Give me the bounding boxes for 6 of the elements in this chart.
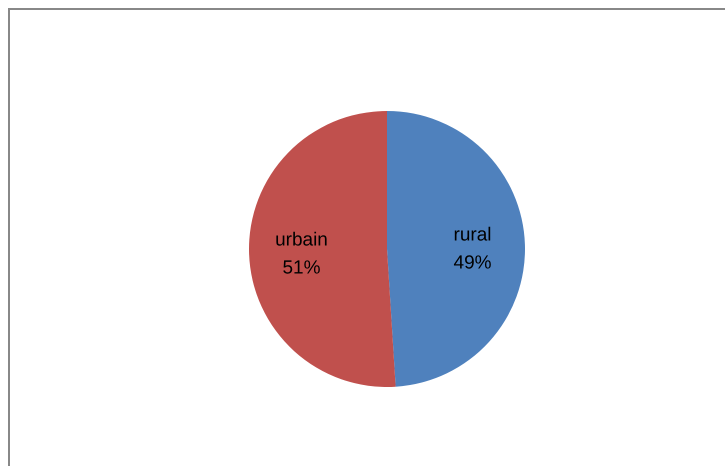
slice-label: rural [454, 224, 492, 246]
data-label: 51% [282, 258, 321, 279]
data-label: 49% [454, 252, 492, 274]
pie-slice [249, 111, 396, 387]
pie-slice [387, 111, 525, 387]
slice-label: urbain [275, 230, 328, 251]
